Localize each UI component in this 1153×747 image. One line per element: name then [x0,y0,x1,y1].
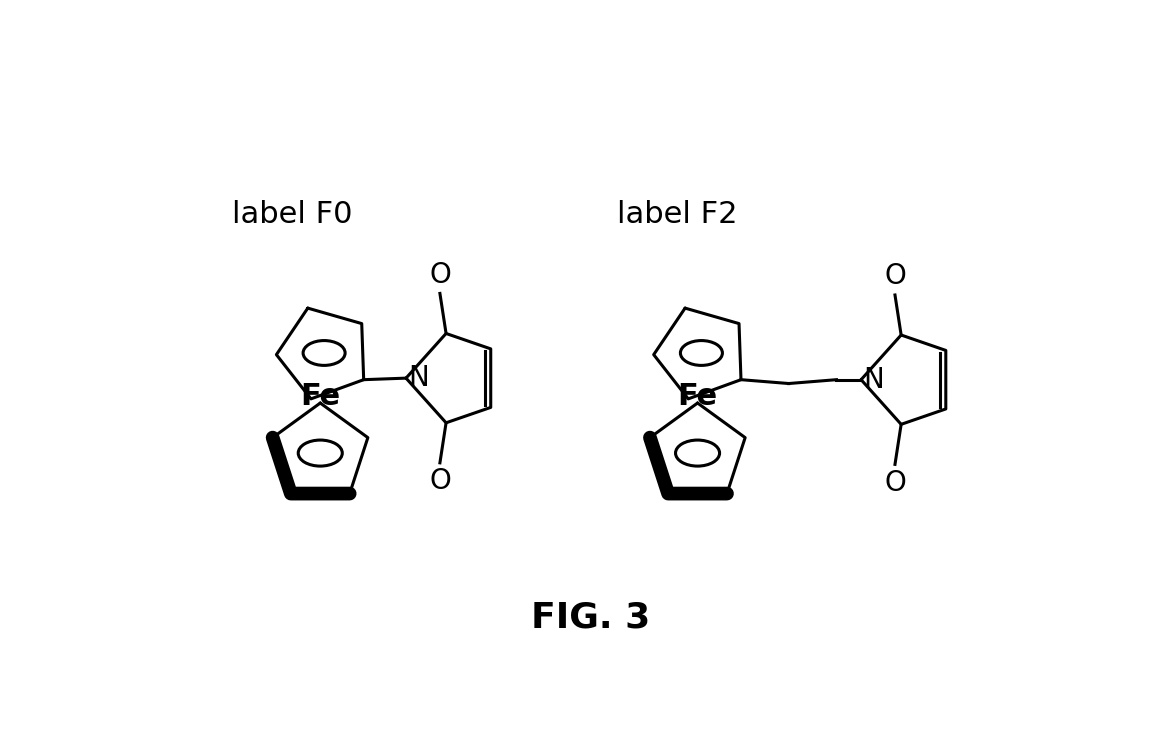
Ellipse shape [299,440,342,466]
Ellipse shape [680,341,723,365]
Text: O: O [429,468,451,495]
Text: O: O [429,261,451,289]
Text: label F0: label F0 [232,200,352,229]
Text: N: N [864,366,884,394]
Text: label F2: label F2 [617,200,737,229]
Text: O: O [884,262,906,291]
Text: FIG. 3: FIG. 3 [530,600,650,634]
Text: Fe: Fe [678,382,717,412]
Text: O: O [884,469,906,497]
Ellipse shape [303,341,345,365]
Text: N: N [408,364,429,392]
Text: Fe: Fe [300,382,340,412]
Ellipse shape [676,440,719,466]
